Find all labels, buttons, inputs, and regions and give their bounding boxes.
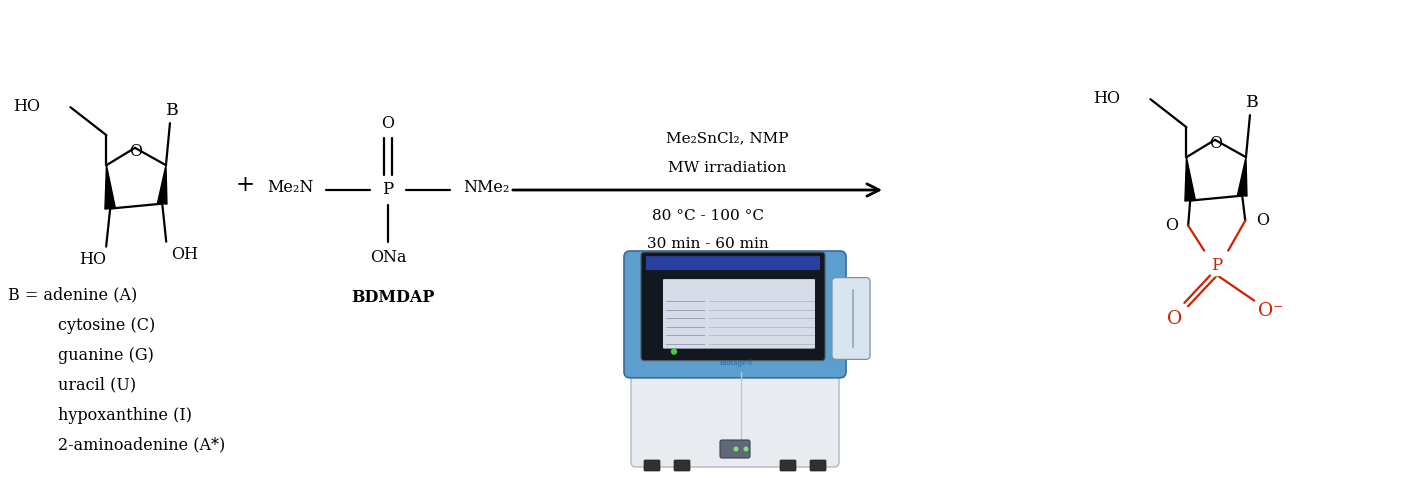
Text: uracil (U): uracil (U): [58, 376, 136, 394]
Text: O: O: [1167, 310, 1182, 328]
Text: P: P: [382, 182, 393, 198]
FancyBboxPatch shape: [810, 460, 826, 471]
FancyBboxPatch shape: [644, 460, 660, 471]
Text: ONa: ONa: [369, 250, 406, 266]
Text: B: B: [166, 102, 178, 118]
Text: 80 °C - 100 °C: 80 °C - 100 °C: [651, 209, 764, 223]
Polygon shape: [157, 165, 167, 204]
FancyBboxPatch shape: [663, 279, 814, 348]
Text: MW irradiation: MW irradiation: [668, 161, 786, 175]
Circle shape: [744, 446, 748, 452]
Text: guanine (G): guanine (G): [58, 346, 154, 364]
Text: B: B: [1245, 94, 1258, 110]
Text: B = adenine (A): B = adenine (A): [8, 286, 138, 304]
Text: NMe₂: NMe₂: [463, 180, 510, 196]
Polygon shape: [105, 165, 115, 209]
Text: 2-aminoadenine (A*): 2-aminoadenine (A*): [58, 436, 225, 454]
FancyBboxPatch shape: [623, 251, 847, 378]
Text: cytosine (C): cytosine (C): [58, 316, 156, 334]
Text: HO: HO: [14, 98, 41, 114]
Polygon shape: [1237, 157, 1247, 196]
FancyBboxPatch shape: [642, 252, 826, 360]
Text: +: +: [236, 174, 254, 196]
Text: BDMDAP: BDMDAP: [351, 290, 435, 306]
FancyBboxPatch shape: [781, 460, 796, 471]
Text: O⁻: O⁻: [1258, 302, 1283, 320]
Text: O: O: [1209, 136, 1221, 152]
Circle shape: [671, 348, 677, 355]
Text: O: O: [382, 114, 395, 132]
Text: P: P: [1210, 257, 1221, 274]
Text: HO: HO: [79, 251, 105, 268]
FancyBboxPatch shape: [630, 362, 840, 467]
Text: HO: HO: [1094, 90, 1120, 106]
Text: O: O: [1165, 217, 1178, 234]
FancyBboxPatch shape: [646, 256, 820, 270]
Text: O: O: [129, 144, 142, 160]
Polygon shape: [1185, 157, 1195, 201]
Text: O: O: [1255, 212, 1269, 229]
Text: 30 min - 60 min: 30 min - 60 min: [647, 237, 768, 251]
Text: Me₂SnCl₂, NMP: Me₂SnCl₂, NMP: [667, 131, 789, 145]
Text: hypoxanthine (I): hypoxanthine (I): [58, 406, 192, 424]
Text: Me₂N: Me₂N: [267, 180, 313, 196]
FancyBboxPatch shape: [833, 278, 870, 359]
Text: OH: OH: [171, 246, 198, 263]
FancyBboxPatch shape: [720, 440, 750, 458]
Text: 300: 300: [792, 307, 809, 316]
Circle shape: [733, 446, 739, 452]
Text: Biotage®: Biotage®: [720, 358, 754, 366]
FancyBboxPatch shape: [674, 460, 689, 471]
